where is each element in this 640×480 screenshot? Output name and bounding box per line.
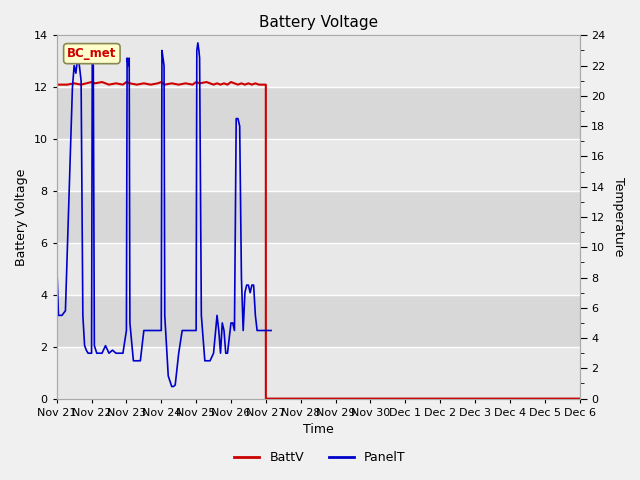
Bar (57, 347, 579, 398)
Text: BC_met: BC_met (67, 47, 116, 60)
X-axis label: Time: Time (303, 423, 333, 436)
Bar (57, 87, 579, 139)
Title: Battery Voltage: Battery Voltage (259, 15, 378, 30)
Y-axis label: Temperature: Temperature (612, 177, 625, 257)
Bar (57, 243, 579, 295)
Bar (57, 36, 579, 87)
Bar (57, 295, 579, 347)
Bar (57, 139, 579, 191)
Legend: BattV, PanelT: BattV, PanelT (229, 446, 411, 469)
Bar (57, 191, 579, 243)
Y-axis label: Battery Voltage: Battery Voltage (15, 168, 28, 265)
